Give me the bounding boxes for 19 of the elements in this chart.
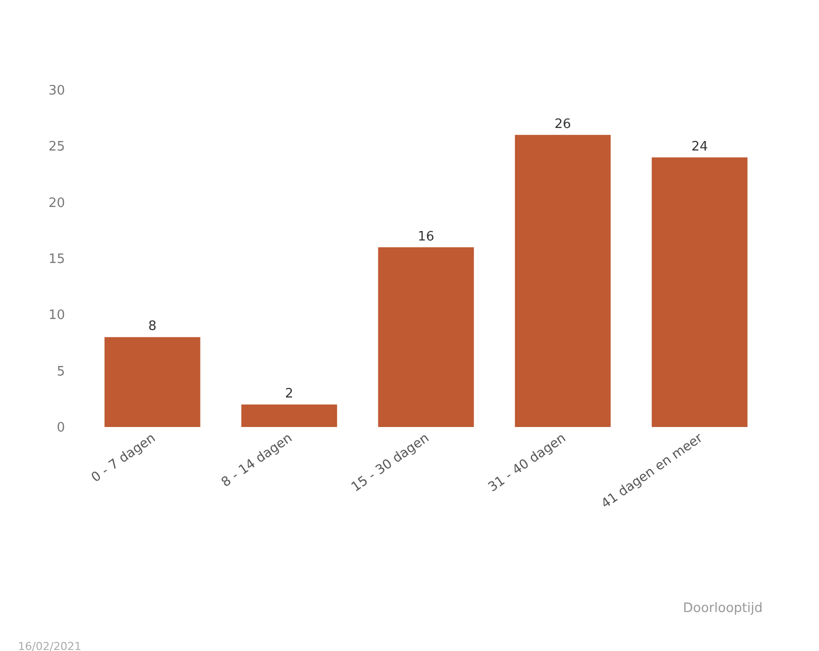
y-tick-label: 20 (48, 196, 65, 211)
text: Doorlooptijd (683, 601, 763, 616)
y-tick-label: 5 (56, 364, 65, 380)
y-tick-label: 30 (48, 84, 65, 99)
bar (514, 134, 611, 427)
text: 16/02/2021 (18, 640, 82, 651)
data-label: 2 (285, 386, 294, 402)
bar (104, 337, 200, 427)
y-tick-label: 15 (48, 252, 65, 268)
bar (378, 247, 474, 427)
data-label: 8 (148, 319, 157, 334)
data-label: 26 (554, 116, 572, 132)
y-tick-label: 25 (48, 140, 65, 155)
bar (652, 157, 748, 427)
bar (241, 404, 338, 427)
data-label: 16 (418, 229, 434, 244)
data-label: 24 (691, 139, 708, 154)
y-tick-label: 0 (56, 420, 65, 436)
y-tick-label: 10 (48, 308, 65, 324)
